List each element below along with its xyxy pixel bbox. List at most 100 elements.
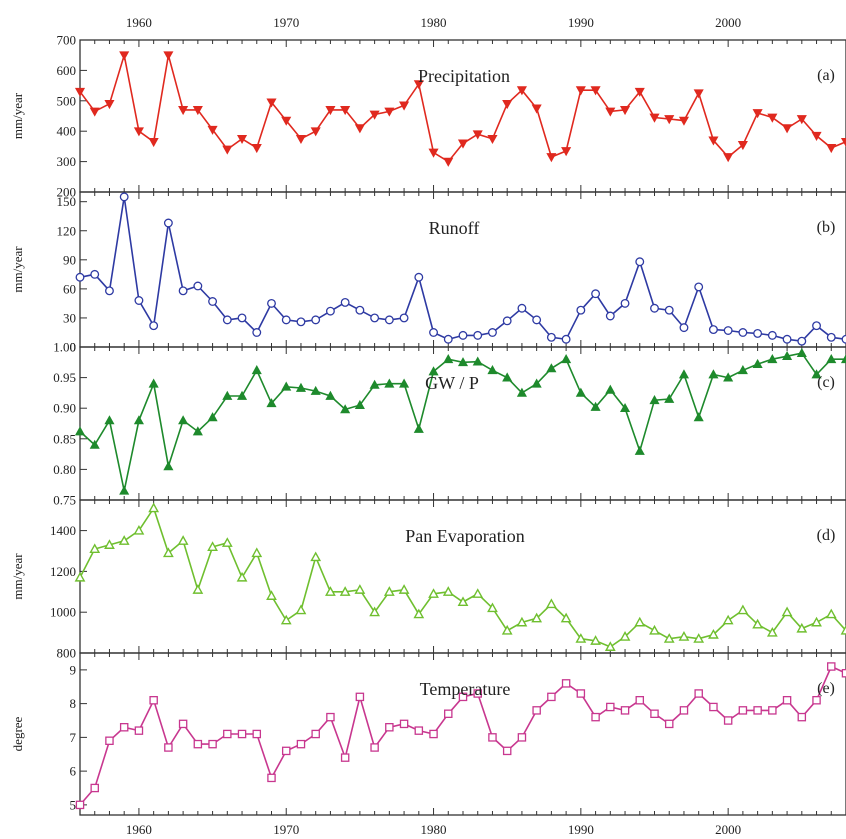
panel-a: 200 300 400 500 600 700 mm/year Precipitation (a… [10, 33, 846, 200]
data-point [355, 305, 365, 315]
data-point [708, 369, 719, 379]
data-point [561, 354, 572, 364]
data-point [369, 606, 381, 617]
data-point [384, 107, 395, 117]
data-point [781, 606, 793, 617]
data-point [650, 303, 659, 313]
data-point [370, 313, 380, 323]
x-tick-label-bottom: 2000 [715, 822, 741, 837]
data-point [605, 384, 616, 394]
data-point [825, 608, 837, 619]
data-point [149, 696, 158, 705]
data-point [826, 354, 837, 364]
data-point [399, 719, 409, 729]
data-point [664, 393, 675, 403]
data-point [591, 712, 600, 722]
data-point [207, 125, 218, 135]
data-point [192, 426, 203, 436]
y-tick-label: 7 [70, 730, 77, 745]
data-point [414, 726, 424, 735]
data-point [89, 107, 100, 117]
data-point [119, 723, 129, 732]
data-point [635, 257, 645, 267]
data-point [502, 746, 512, 756]
data-point [561, 334, 571, 344]
data-point [663, 633, 675, 643]
data-point [267, 773, 276, 783]
data-point [812, 696, 821, 705]
data-point [74, 426, 86, 436]
y-tick-label: 120 [57, 223, 77, 238]
data-point [207, 412, 218, 422]
data-point [310, 551, 322, 562]
data-point [576, 689, 586, 698]
data-point [576, 305, 586, 315]
data-point [119, 485, 130, 495]
data-point [488, 733, 497, 742]
data-point [281, 381, 292, 391]
y-tick-label: 0 [70, 340, 77, 355]
data-point [221, 537, 233, 547]
panel-e: 5 6 7 8 9 degree Temperature (e) [10, 652, 846, 816]
y-axis-label: mm/year [10, 246, 25, 293]
data-point [266, 98, 277, 108]
data-point [693, 633, 705, 643]
data-point [251, 365, 262, 375]
panel-tag: (b) [817, 219, 836, 236]
data-point [325, 390, 336, 400]
data-point [752, 618, 764, 629]
data-point [295, 134, 307, 145]
data-point [840, 354, 846, 364]
data-point [487, 134, 498, 145]
data-point [487, 602, 498, 613]
y-axis-label: mm/year [10, 553, 25, 600]
data-point [178, 286, 188, 296]
data-point [473, 689, 482, 698]
data-point [237, 313, 247, 323]
y-tick-label: 5 [70, 797, 77, 812]
data-point [738, 706, 748, 715]
data-point [693, 89, 704, 99]
data-point [604, 641, 616, 651]
data-point [516, 387, 527, 397]
panel-tag: (e) [817, 680, 835, 697]
data-point [752, 358, 763, 368]
data-point [164, 743, 173, 752]
data-point [163, 461, 174, 471]
data-point [488, 328, 497, 337]
panel-frame [79, 39, 846, 193]
data-point [840, 137, 846, 148]
data-point [119, 192, 129, 202]
data-point [811, 369, 822, 379]
data-point [178, 719, 188, 729]
data-point [266, 590, 277, 600]
data-point [355, 692, 365, 702]
data-point [517, 303, 527, 313]
panel-title: Temperature [420, 679, 511, 699]
y-tick-label: 200 [57, 185, 77, 200]
data-point [619, 106, 631, 116]
data-point [826, 144, 837, 154]
y-tick-label: 1.00 [53, 340, 76, 355]
data-point [326, 712, 335, 722]
data-point [826, 332, 836, 342]
data-point [148, 137, 159, 148]
data-point [325, 586, 336, 596]
data-point [561, 147, 572, 157]
data-point [782, 334, 792, 344]
data-point [767, 354, 778, 364]
data-point [443, 157, 454, 167]
data-point [458, 692, 468, 702]
y-tick-label: 0.85 [53, 431, 76, 446]
data-point [222, 145, 233, 155]
data-point [105, 736, 114, 746]
data-point [796, 622, 808, 633]
data-point [251, 144, 262, 154]
data-point [766, 626, 778, 637]
y-tick-label: 0.90 [53, 401, 76, 416]
data-point [782, 696, 792, 705]
data-point [385, 723, 394, 732]
data-point [664, 115, 675, 125]
data-point [428, 588, 439, 598]
data-point [369, 110, 380, 120]
